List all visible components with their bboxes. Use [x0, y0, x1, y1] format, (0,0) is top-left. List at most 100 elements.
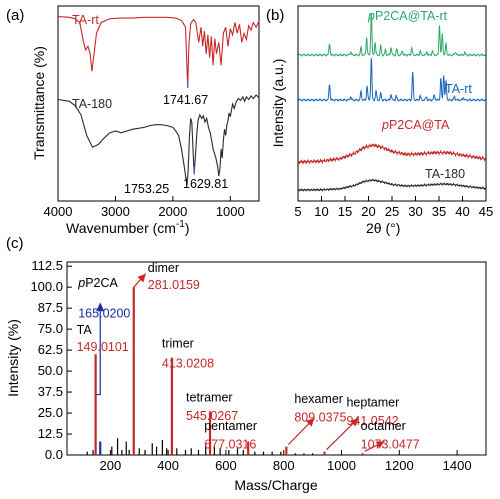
- panel-b-series-pp2ca-ta-rt: [297, 13, 487, 57]
- panel-c-y-tick-label: 112.5: [31, 258, 63, 273]
- panel-c-x-tick-label: 1200: [385, 458, 414, 473]
- panel-b-x-tick-label: 20: [361, 204, 375, 219]
- panel-a-x-tick-label: 4000: [44, 204, 73, 219]
- panel-c-minor-peaks: [86, 438, 314, 455]
- panel-c-x-tick-label: 600: [215, 458, 237, 473]
- panel-c-peak-mz: 941.0542: [346, 414, 398, 428]
- panel-c-y-tick-label: 25.0: [38, 405, 63, 420]
- panel-b-x-tick-label: 10: [314, 204, 328, 219]
- panel-a-legend-ta-180: TA-180: [72, 97, 112, 111]
- panel-c-peak-name: trimer: [162, 337, 194, 351]
- panel-c-peak-name-rest: P2CA: [85, 276, 118, 290]
- panel-c-x-tick-label: 1000: [327, 458, 356, 473]
- panel-a-y-axis-label: Transmittance (%): [31, 46, 47, 160]
- panel-a-series-ta-180: [57, 94, 260, 186]
- panel-c-y-tick-label: 87.5: [38, 300, 63, 315]
- panel-c-x-tick-label: 1400: [443, 458, 472, 473]
- panel-c-label: (c): [6, 235, 24, 252]
- panel-b-legend-pp2ca-ta-rt-rest: P2CA@TA-rt: [375, 9, 448, 23]
- panel-c-x-tick-label: 200: [99, 458, 121, 473]
- panel-b-x-tick-label: 45: [479, 204, 493, 219]
- panel-a-x-tick-label: 2000: [158, 204, 187, 219]
- panel-b-series-ta-180: [297, 178, 486, 192]
- panel-c-peak-mz: 281.0159: [148, 278, 200, 292]
- panel-a-x-ticks: 4000 3000 2000 1000: [44, 196, 245, 219]
- panel-c-labeled-peaks: [94, 287, 364, 455]
- panel-c-arrow-octamer-head: [375, 441, 385, 449]
- panel-a-x-axis-label-main: Wavenumber (cm: [66, 220, 176, 236]
- panel-c-y-tick-label: 100.0: [30, 279, 63, 294]
- panel-c-arrow-pp2ca: [95, 307, 101, 396]
- panel-c-peak-labels: TA 149.0101 pP2CA 165.0200 dimer 281.0159 trim…: [77, 261, 420, 451]
- panel-a-x-axis-label: Wavenumber (cm-1): [66, 219, 190, 236]
- panel-c-peak-mz: 165.0200: [78, 307, 130, 321]
- panel-b-chart: (b) 5 10 15 20 25 30 35 40 45 pP2CA@TA-rt TA-rt …: [266, 5, 493, 236]
- panel-c-y-tick-label: 12.5: [38, 426, 63, 441]
- panel-a-legend-ta-rt: TA-rt: [72, 13, 99, 27]
- panel-c-frame: [66, 261, 487, 456]
- panel-c-y-tick-label: 62.5: [38, 342, 63, 357]
- panel-c-y-ticks: 0.0 12.5 25.0 37.5 50.0 62.5 75.0 87.5 100.0 112.…: [30, 258, 72, 462]
- panel-c-peak-mz: 413.0208: [162, 357, 214, 371]
- panel-c-y-axis-label: Intensity (%): [5, 319, 21, 397]
- panel-c-peak-mz: 545.0267: [186, 409, 238, 423]
- panel-c-y-tick-label: 37.5: [38, 384, 63, 399]
- panel-c-peak-name: pP2CA: [77, 276, 118, 290]
- panel-b-x-tick-label: 25: [385, 204, 399, 219]
- panel-c-peak-name: heptamer: [346, 395, 399, 409]
- panel-a-x-tick-label: 1000: [216, 204, 245, 219]
- panel-b-legend-pp2ca-ta: pP2CA@TA: [381, 118, 450, 132]
- panel-c-peak-name: octamer: [361, 419, 406, 433]
- panel-c-y-tick-label: 0.0: [45, 447, 63, 462]
- panel-b-y-axis-label: Intensity (a.u.): [270, 59, 286, 148]
- panel-b-x-tick-label: 30: [408, 204, 422, 219]
- panel-a-label: (a): [6, 7, 24, 24]
- panel-a-annotation-1741: 1741.67: [163, 93, 208, 107]
- panel-a-x-axis-label-end: ): [185, 220, 190, 236]
- panel-c-peak-name: hexamer: [294, 392, 343, 406]
- panel-b-legend-ta-rt: TA-rt: [445, 82, 472, 96]
- panel-c-arrow-pp2ca-head: [96, 302, 105, 312]
- panel-c-arrows: [95, 273, 385, 452]
- panel-b-x-tick-label: 15: [338, 204, 352, 219]
- panel-b-legend-pp2ca-ta-rt: pP2CA@TA-rt: [367, 9, 448, 23]
- panel-c-y-tick-label: 50.0: [38, 363, 63, 378]
- panel-c-arrow-heptamer-head: [349, 418, 359, 427]
- panel-c-peak-mz: 1073.0477: [361, 437, 420, 451]
- panel-b-series-ta-rt: [297, 58, 487, 102]
- panel-a-x-axis-label-sup: -1: [176, 219, 185, 230]
- panel-c-peak-name: tetramer: [186, 390, 233, 404]
- panel-c-peak-name-prefix: p: [77, 276, 85, 290]
- panel-c-peak-name: TA: [77, 323, 93, 337]
- panel-c-y-tick-label: 75.0: [38, 321, 63, 336]
- panel-b-legend-pp2ca-ta-rest: P2CA@TA: [389, 118, 450, 132]
- panel-a-annotation-1753: 1753.25: [124, 182, 169, 196]
- panel-c-peak-name: dimer: [148, 261, 179, 275]
- panel-b-label: (b): [266, 7, 284, 24]
- panel-b-x-ticks: 5 10 15 20 25 30 35 40 45: [294, 196, 493, 219]
- panel-b-series-pp2ca-ta: [297, 143, 486, 165]
- panel-c-peak-name: pentamer: [204, 419, 257, 433]
- panel-a-chart: (a) 4000 3000 2000 1000 TA-rt TA-180 1741.6…: [6, 5, 260, 236]
- panel-c-x-tick-label: 800: [273, 458, 295, 473]
- panel-a-series-ta-rt: [57, 16, 260, 89]
- panel-a-frame: [57, 5, 260, 202]
- panel-b-x-tick-label: 5: [294, 204, 301, 219]
- panel-c-arrow-dimer-head: [137, 273, 146, 283]
- panel-c-peak-mz: 149.0101: [77, 340, 129, 354]
- panel-b-legend-pp2ca-ta-rt-prefix: p: [367, 9, 375, 23]
- panel-c-x-tick-label: 400: [157, 458, 179, 473]
- panel-b-legend-pp2ca-ta-prefix: p: [381, 118, 389, 132]
- panel-c-x-ticks: 200 400 600 800 1000 1200 1400: [99, 450, 472, 473]
- panel-c-peak-mz: 677.0316: [204, 437, 256, 451]
- panel-c-arrow-hexamer-head: [305, 418, 315, 427]
- panel-a-x-tick-label: 3000: [101, 204, 130, 219]
- panel-b-x-tick-label: 40: [455, 204, 469, 219]
- panel-b-legend-ta-180: TA-180: [425, 167, 465, 181]
- panel-c-x-axis-label: Mass/Charge: [234, 477, 317, 493]
- panel-a-annotation-1629: 1629.81: [183, 177, 228, 191]
- panel-c-peak-mz: 809.0375: [294, 410, 346, 424]
- panel-b-x-axis-label: 2θ (°): [366, 220, 400, 236]
- panel-b-x-tick-label: 35: [432, 204, 446, 219]
